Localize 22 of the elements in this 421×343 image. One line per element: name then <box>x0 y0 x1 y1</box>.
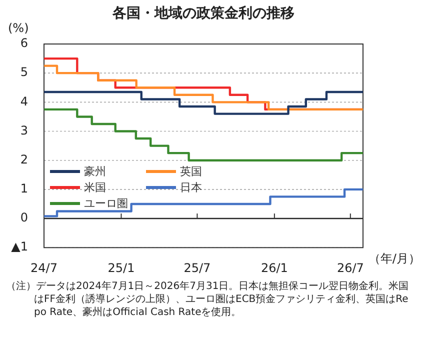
legend-label: 日本 <box>180 180 202 195</box>
x-axis-title: （年/月） <box>368 252 420 266</box>
y-tick-label: 5 <box>20 65 28 80</box>
x-tick-label: 26/7 <box>336 260 364 275</box>
y-tick-label: 4 <box>20 94 28 108</box>
y-tick-label: ▲1 <box>11 240 28 254</box>
y-tick-label: 6 <box>20 36 28 50</box>
y-tick-label: 3 <box>20 123 28 138</box>
x-tick-label: 24/7 <box>30 260 58 275</box>
y-tick-label: 1 <box>20 182 28 196</box>
x-tick-label: 25/7 <box>184 260 211 275</box>
legend-label: 豪州 <box>84 164 106 179</box>
legend-label: ユーロ圏 <box>84 196 128 211</box>
legend-label: 米国 <box>84 180 106 195</box>
x-tick-label: 26/1 <box>260 260 288 275</box>
text: （注）データは2024年7月1日～2026年7月31日。日本は無担保コール翌日物金利。米国はFF金利（誘導レンジの上限）、ユーロ圏はECB預金ファシリティ金利、英国はRepo Rate、豪州はOfficial Cash Rateを使用。 <box>6 280 410 319</box>
y-tick-label: 0 <box>20 210 28 225</box>
legend-label: 英国 <box>180 164 202 179</box>
x-tick-label: 25/1 <box>108 260 135 275</box>
chart-title: 各国・地域の政策金利の推移 <box>112 6 294 22</box>
y-axis-title: (%) <box>8 21 29 36</box>
y-tick-label: 2 <box>20 152 28 166</box>
